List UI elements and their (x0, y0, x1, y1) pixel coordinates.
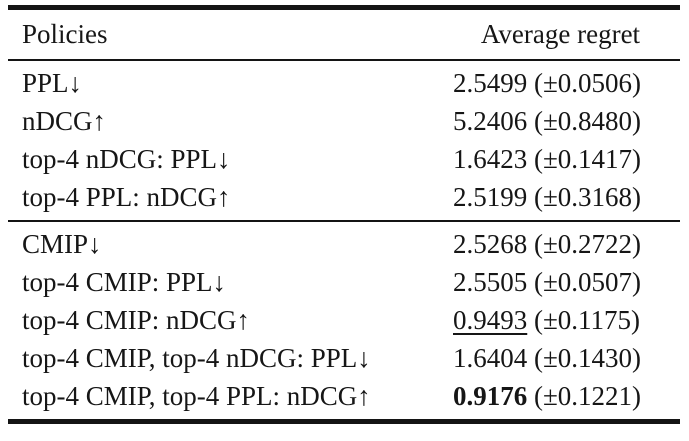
table-section-baselines: PPL↓ 2.5499 (±0.0506) nDCG↑ 5.2406 (±0.8… (8, 61, 680, 222)
regret-value-cell: 2.5499 (±0.0506) (453, 68, 668, 99)
regret-ci: (±0.1221) (534, 380, 642, 411)
regret-value-cell: 1.6404 (±0.1430) (453, 343, 668, 374)
table-row: top-4 CMIP, top-4 nDCG: PPL↓ 1.6404 (±0.… (8, 339, 680, 377)
table-row: top-4 CMIP, top-4 PPL: nDCG↑ 0.9176 (±0.… (8, 377, 680, 415)
regret-ci: (±0.1417) (534, 143, 642, 174)
regret-value: 2.5499 (453, 67, 528, 98)
regret-value: 2.5268 (453, 228, 528, 259)
table-row: top-4 nDCG: PPL↓ 1.6423 (±0.1417) (8, 140, 680, 178)
regret-ci: (±0.0507) (534, 266, 642, 297)
policy-label: CMIP↓ (22, 228, 102, 259)
policy-label: top-4 CMIP, top-4 nDCG: PPL↓ (22, 342, 371, 373)
regret-value-cell: 2.5268 (±0.2722) (453, 229, 668, 260)
regret-value-cell: 5.2406 (±0.8480) (453, 106, 668, 137)
table-row: PPL↓ 2.5499 (±0.0506) (8, 64, 680, 102)
regret-value-cell: 2.5199 (±0.3168) (453, 182, 668, 213)
regret-value: 1.6423 (453, 143, 528, 174)
table-row: CMIP↓ 2.5268 (±0.2722) (8, 225, 680, 263)
column-header-policies: Policies (22, 19, 108, 49)
regret-value: 0.9176 (453, 380, 528, 411)
policy-label: top-4 CMIP: PPL↓ (22, 266, 227, 297)
table-section-cmip: CMIP↓ 2.5268 (±0.2722) top-4 CMIP: PPL↓ … (8, 222, 680, 419)
regret-value: 2.5505 (453, 266, 528, 297)
regret-ci: (±0.1175) (534, 304, 641, 335)
regret-ci: (±0.2722) (534, 228, 642, 259)
regret-value: 1.6404 (453, 342, 528, 373)
table-row: top-4 CMIP: PPL↓ 2.5505 (±0.0507) (8, 263, 680, 301)
regret-value-cell: 0.9176 (±0.1221) (453, 381, 668, 412)
table-header-row: Policies Average regret (8, 10, 680, 61)
regret-value-cell: 0.9493 (±0.1175) (453, 305, 668, 336)
policy-label: PPL↓ (22, 67, 83, 98)
regret-ci: (±0.3168) (534, 181, 642, 212)
policy-label: top-4 CMIP, top-4 PPL: nDCG↑ (22, 380, 371, 411)
column-header-average-regret: Average regret (480, 19, 641, 49)
regret-value: 5.2406 (453, 105, 528, 136)
regret-ci: (±0.8480) (534, 105, 642, 136)
regret-ci: (±0.1430) (534, 342, 642, 373)
regret-ci: (±0.0506) (534, 67, 642, 98)
policy-label: nDCG↑ (22, 105, 107, 136)
policy-label: top-4 nDCG: PPL↓ (22, 143, 231, 174)
regret-value-cell: 1.6423 (±0.1417) (453, 144, 668, 175)
policy-label: top-4 CMIP: nDCG↑ (22, 304, 251, 335)
table-row: top-4 PPL: nDCG↑ 2.5199 (±0.3168) (8, 178, 680, 216)
regret-value: 2.5199 (453, 181, 528, 212)
table-row: top-4 CMIP: nDCG↑ 0.9493 (±0.1175) (8, 301, 680, 339)
regret-value: 0.9493 (453, 304, 528, 335)
policy-label: top-4 PPL: nDCG↑ (22, 181, 231, 212)
table-row: nDCG↑ 5.2406 (±0.8480) (8, 102, 680, 140)
regret-value-cell: 2.5505 (±0.0507) (453, 267, 668, 298)
average-regret-table: Policies Average regret PPL↓ 2.5499 (±0.… (8, 5, 680, 424)
